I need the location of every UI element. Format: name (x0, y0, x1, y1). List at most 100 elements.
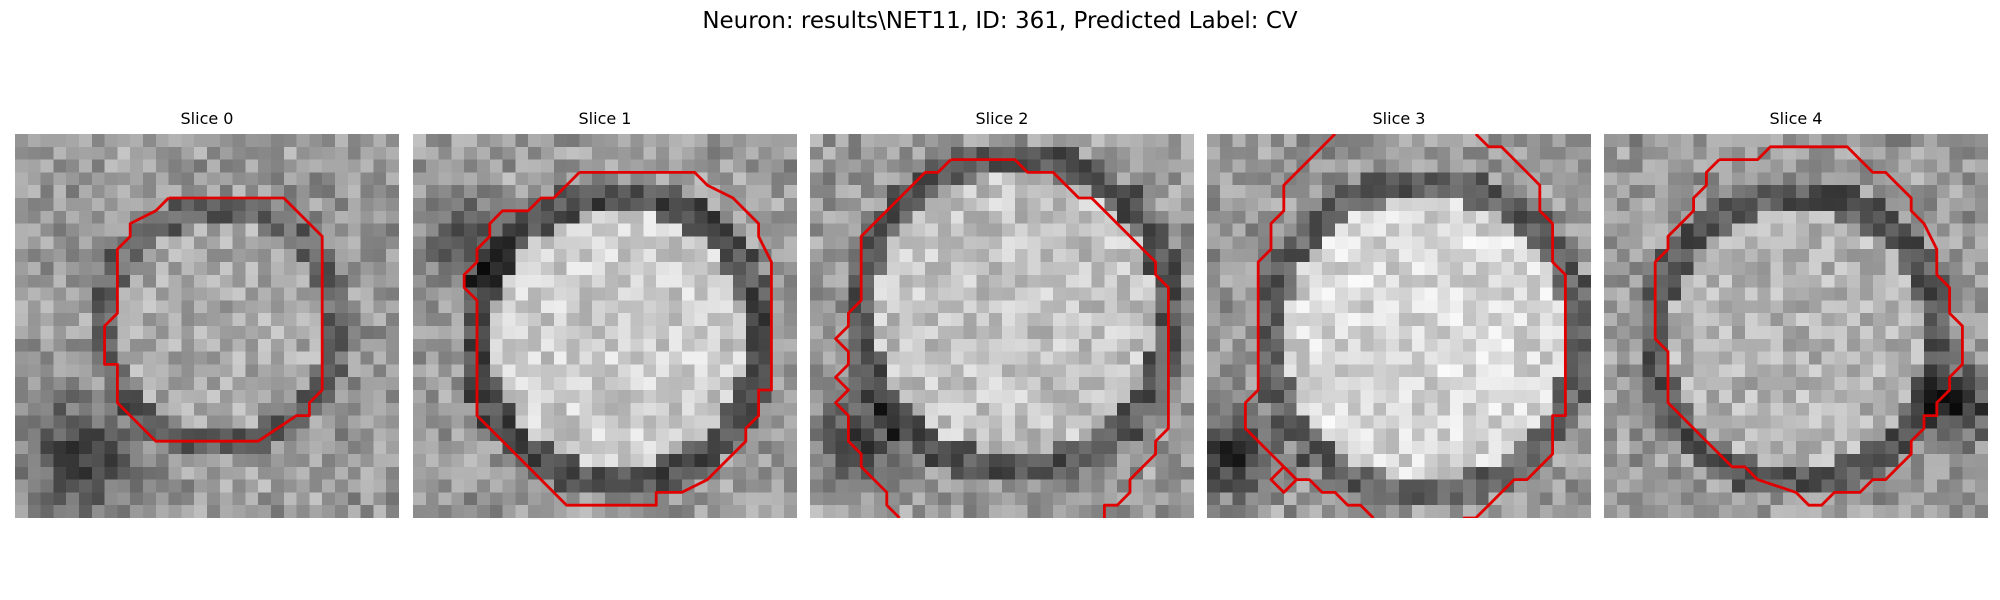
pixel (1066, 377, 1080, 391)
pixel (194, 262, 208, 276)
pixel (283, 377, 297, 391)
pixel (1642, 364, 1656, 378)
pixel (1911, 415, 1925, 429)
pixel (245, 185, 259, 199)
pixel (1962, 287, 1976, 301)
pixel (1386, 313, 1400, 327)
pixel (1552, 210, 1566, 224)
pixel (1271, 326, 1285, 340)
pixel (1002, 313, 1016, 327)
pixel (1975, 415, 1988, 429)
pixel (528, 249, 542, 263)
pixel (1847, 390, 1861, 404)
pixel (1501, 492, 1515, 506)
pixel (835, 492, 849, 506)
pixel (1245, 236, 1259, 250)
pixel (438, 351, 452, 365)
pixel (1552, 479, 1566, 493)
pixel (720, 402, 734, 416)
pixel (335, 338, 349, 352)
pixel (477, 300, 491, 314)
pixel (271, 300, 285, 314)
pixel (899, 479, 913, 493)
pixel (605, 326, 619, 340)
pixel (1168, 351, 1182, 365)
pixel (861, 236, 875, 250)
pixel (271, 505, 285, 518)
pixel (1565, 454, 1579, 468)
pixel (745, 223, 759, 237)
pixel (1399, 159, 1413, 173)
pixel (271, 390, 285, 404)
pixel (1821, 274, 1835, 288)
pixel (373, 274, 387, 288)
pixel (309, 300, 323, 314)
pixel (451, 505, 465, 518)
pixel (643, 454, 657, 468)
pixel (656, 402, 670, 416)
pixel (1527, 134, 1541, 148)
pixel (1847, 402, 1861, 416)
pixel (1770, 326, 1784, 340)
pixel (1258, 236, 1272, 250)
pixel (1565, 134, 1579, 148)
pixel (1360, 313, 1374, 327)
pixel (1706, 236, 1720, 250)
pixel (989, 441, 1003, 455)
pixel (489, 159, 503, 173)
pixel (130, 159, 144, 173)
pixel (1834, 274, 1848, 288)
pixel (1629, 454, 1643, 468)
pixel (130, 146, 144, 160)
pixel (1693, 466, 1707, 480)
pixel (258, 146, 272, 160)
pixel (27, 300, 41, 314)
pixel (656, 351, 670, 365)
pixel (1207, 402, 1221, 416)
pixel (1565, 262, 1579, 276)
pixel (66, 454, 80, 468)
pixel (489, 326, 503, 340)
pixel (502, 236, 516, 250)
pixel (822, 300, 836, 314)
pixel (592, 326, 606, 340)
pixel (1539, 415, 1553, 429)
pixel (733, 492, 747, 506)
pixel (143, 338, 157, 352)
pixel (579, 479, 593, 493)
pixel (1924, 146, 1938, 160)
pixel (283, 454, 297, 468)
pixel (1629, 492, 1643, 506)
pixel (1744, 492, 1758, 506)
pixel (835, 146, 849, 160)
pixel (1796, 198, 1810, 212)
pixel (1040, 492, 1054, 506)
pixel (373, 210, 387, 224)
pixel (143, 223, 157, 237)
pixel (181, 351, 195, 365)
pixel (40, 172, 54, 186)
pixel (219, 287, 233, 301)
pixel (207, 313, 221, 327)
pixel (271, 287, 285, 301)
pixel (1898, 402, 1912, 416)
pixel (1040, 505, 1054, 518)
pixel (1078, 415, 1092, 429)
pixel (528, 338, 542, 352)
pixel (1450, 274, 1464, 288)
pixel (245, 364, 259, 378)
pixel (1066, 454, 1080, 468)
pixel (296, 505, 310, 518)
pixel (1411, 351, 1425, 365)
pixel (258, 351, 272, 365)
pixel (1757, 223, 1771, 237)
pixel (925, 210, 939, 224)
pixel (1386, 441, 1400, 455)
pixel (720, 287, 734, 301)
pixel (1616, 377, 1630, 391)
pixel (1335, 159, 1349, 173)
pixel (1501, 505, 1515, 518)
pixel (1783, 185, 1797, 199)
pixel (1898, 172, 1912, 186)
pixel (1117, 274, 1131, 288)
